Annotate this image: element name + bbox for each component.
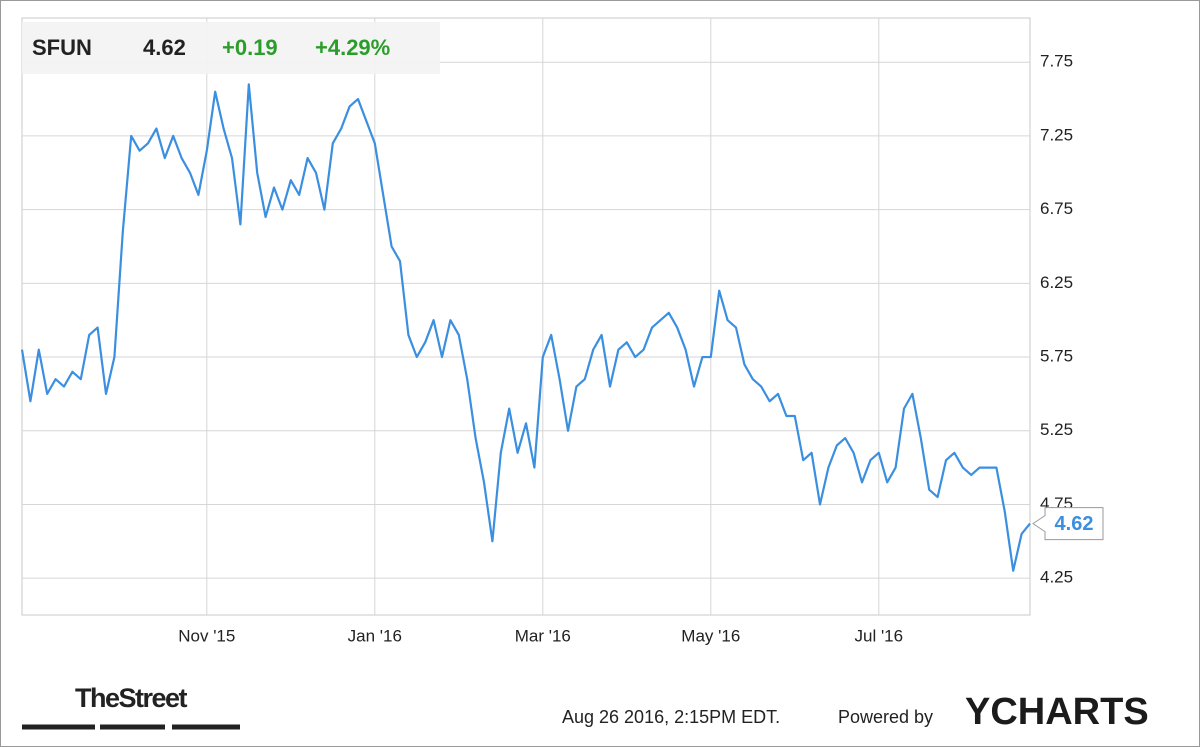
timestamp: Aug 26 2016, 2:15PM EDT. xyxy=(562,707,780,727)
y-tick-label: 6.25 xyxy=(1040,273,1073,292)
x-tick-label: Jul '16 xyxy=(854,626,903,645)
price-line xyxy=(20,83,1031,572)
grid xyxy=(22,18,1030,615)
price: 4.62 xyxy=(143,35,186,60)
x-tick-label: Jan '16 xyxy=(348,626,402,645)
change: +0.19 xyxy=(222,35,278,60)
x-tick-label: Nov '15 xyxy=(178,626,235,645)
ticker: SFUN xyxy=(32,35,92,60)
x-tick-label: Mar '16 xyxy=(515,626,571,645)
plot-area xyxy=(21,17,1031,616)
y-tick-label: 5.75 xyxy=(1040,347,1073,366)
last-value-label: 4.62 xyxy=(1055,513,1094,535)
plot xyxy=(20,83,1031,572)
x-tick-label: May '16 xyxy=(681,626,740,645)
y-tick-label: 7.75 xyxy=(1040,52,1073,71)
y-tick-label: 4.25 xyxy=(1040,568,1073,587)
y-tick-label: 6.75 xyxy=(1040,199,1073,218)
y-tick-label: 5.25 xyxy=(1040,420,1073,439)
powered-by: Powered by xyxy=(838,707,933,727)
callout-box xyxy=(1032,507,1104,541)
brand: YCHARTS xyxy=(965,691,1149,733)
change-pct: +4.29% xyxy=(315,35,390,60)
source-logo: TheStreet xyxy=(75,683,188,713)
header-box xyxy=(22,22,440,74)
y-tick-label: 7.25 xyxy=(1040,125,1073,144)
